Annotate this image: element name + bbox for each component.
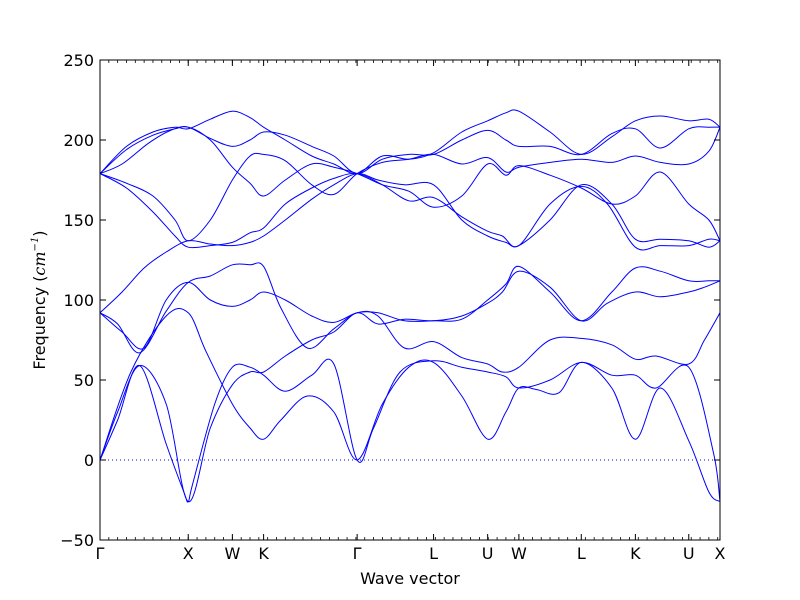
x-tick-label: L — [429, 544, 438, 563]
y-axis-label: Frequency (cm−1) — [30, 230, 49, 369]
y-tick-label: 100 — [63, 291, 94, 310]
x-tick-label: X — [183, 544, 194, 563]
x-tick-label: K — [258, 544, 269, 563]
phonon-branch-1 — [100, 270, 720, 503]
phonon-branch-3 — [100, 307, 720, 503]
x-tick-label: Γ — [353, 544, 362, 563]
plot-frame — [99, 59, 721, 541]
phonon-branch-8 — [100, 126, 720, 242]
phonon-branch-11 — [100, 109, 720, 175]
phonon-branch-9 — [100, 126, 720, 242]
x-tick-label: U — [482, 544, 494, 563]
x-tick-label: X — [715, 544, 726, 563]
x-tick-label: K — [630, 544, 641, 563]
x-tick-label: W — [224, 544, 240, 563]
y-tick-label: 0 — [84, 451, 94, 470]
phonon-branch-7 — [100, 172, 720, 251]
y-tick-label: 150 — [63, 211, 94, 230]
y-tick-label: −50 — [60, 531, 94, 550]
phonon-branch-4 — [100, 262, 720, 373]
y-tick-label: 250 — [63, 51, 94, 70]
x-tick-label: L — [577, 544, 586, 563]
x-tick-label: Γ — [96, 544, 105, 563]
y-tick-label: 50 — [74, 371, 94, 390]
x-axis-label: Wave vector — [360, 569, 460, 588]
y-tick-label: 200 — [63, 131, 94, 150]
phonon-branch-6 — [100, 173, 720, 314]
x-tick-label: U — [683, 544, 695, 563]
phonon-branch-2 — [100, 358, 720, 503]
x-tick-label: W — [511, 544, 527, 563]
phonon-branch-5 — [100, 265, 720, 350]
phonon-branch-10 — [100, 126, 720, 175]
